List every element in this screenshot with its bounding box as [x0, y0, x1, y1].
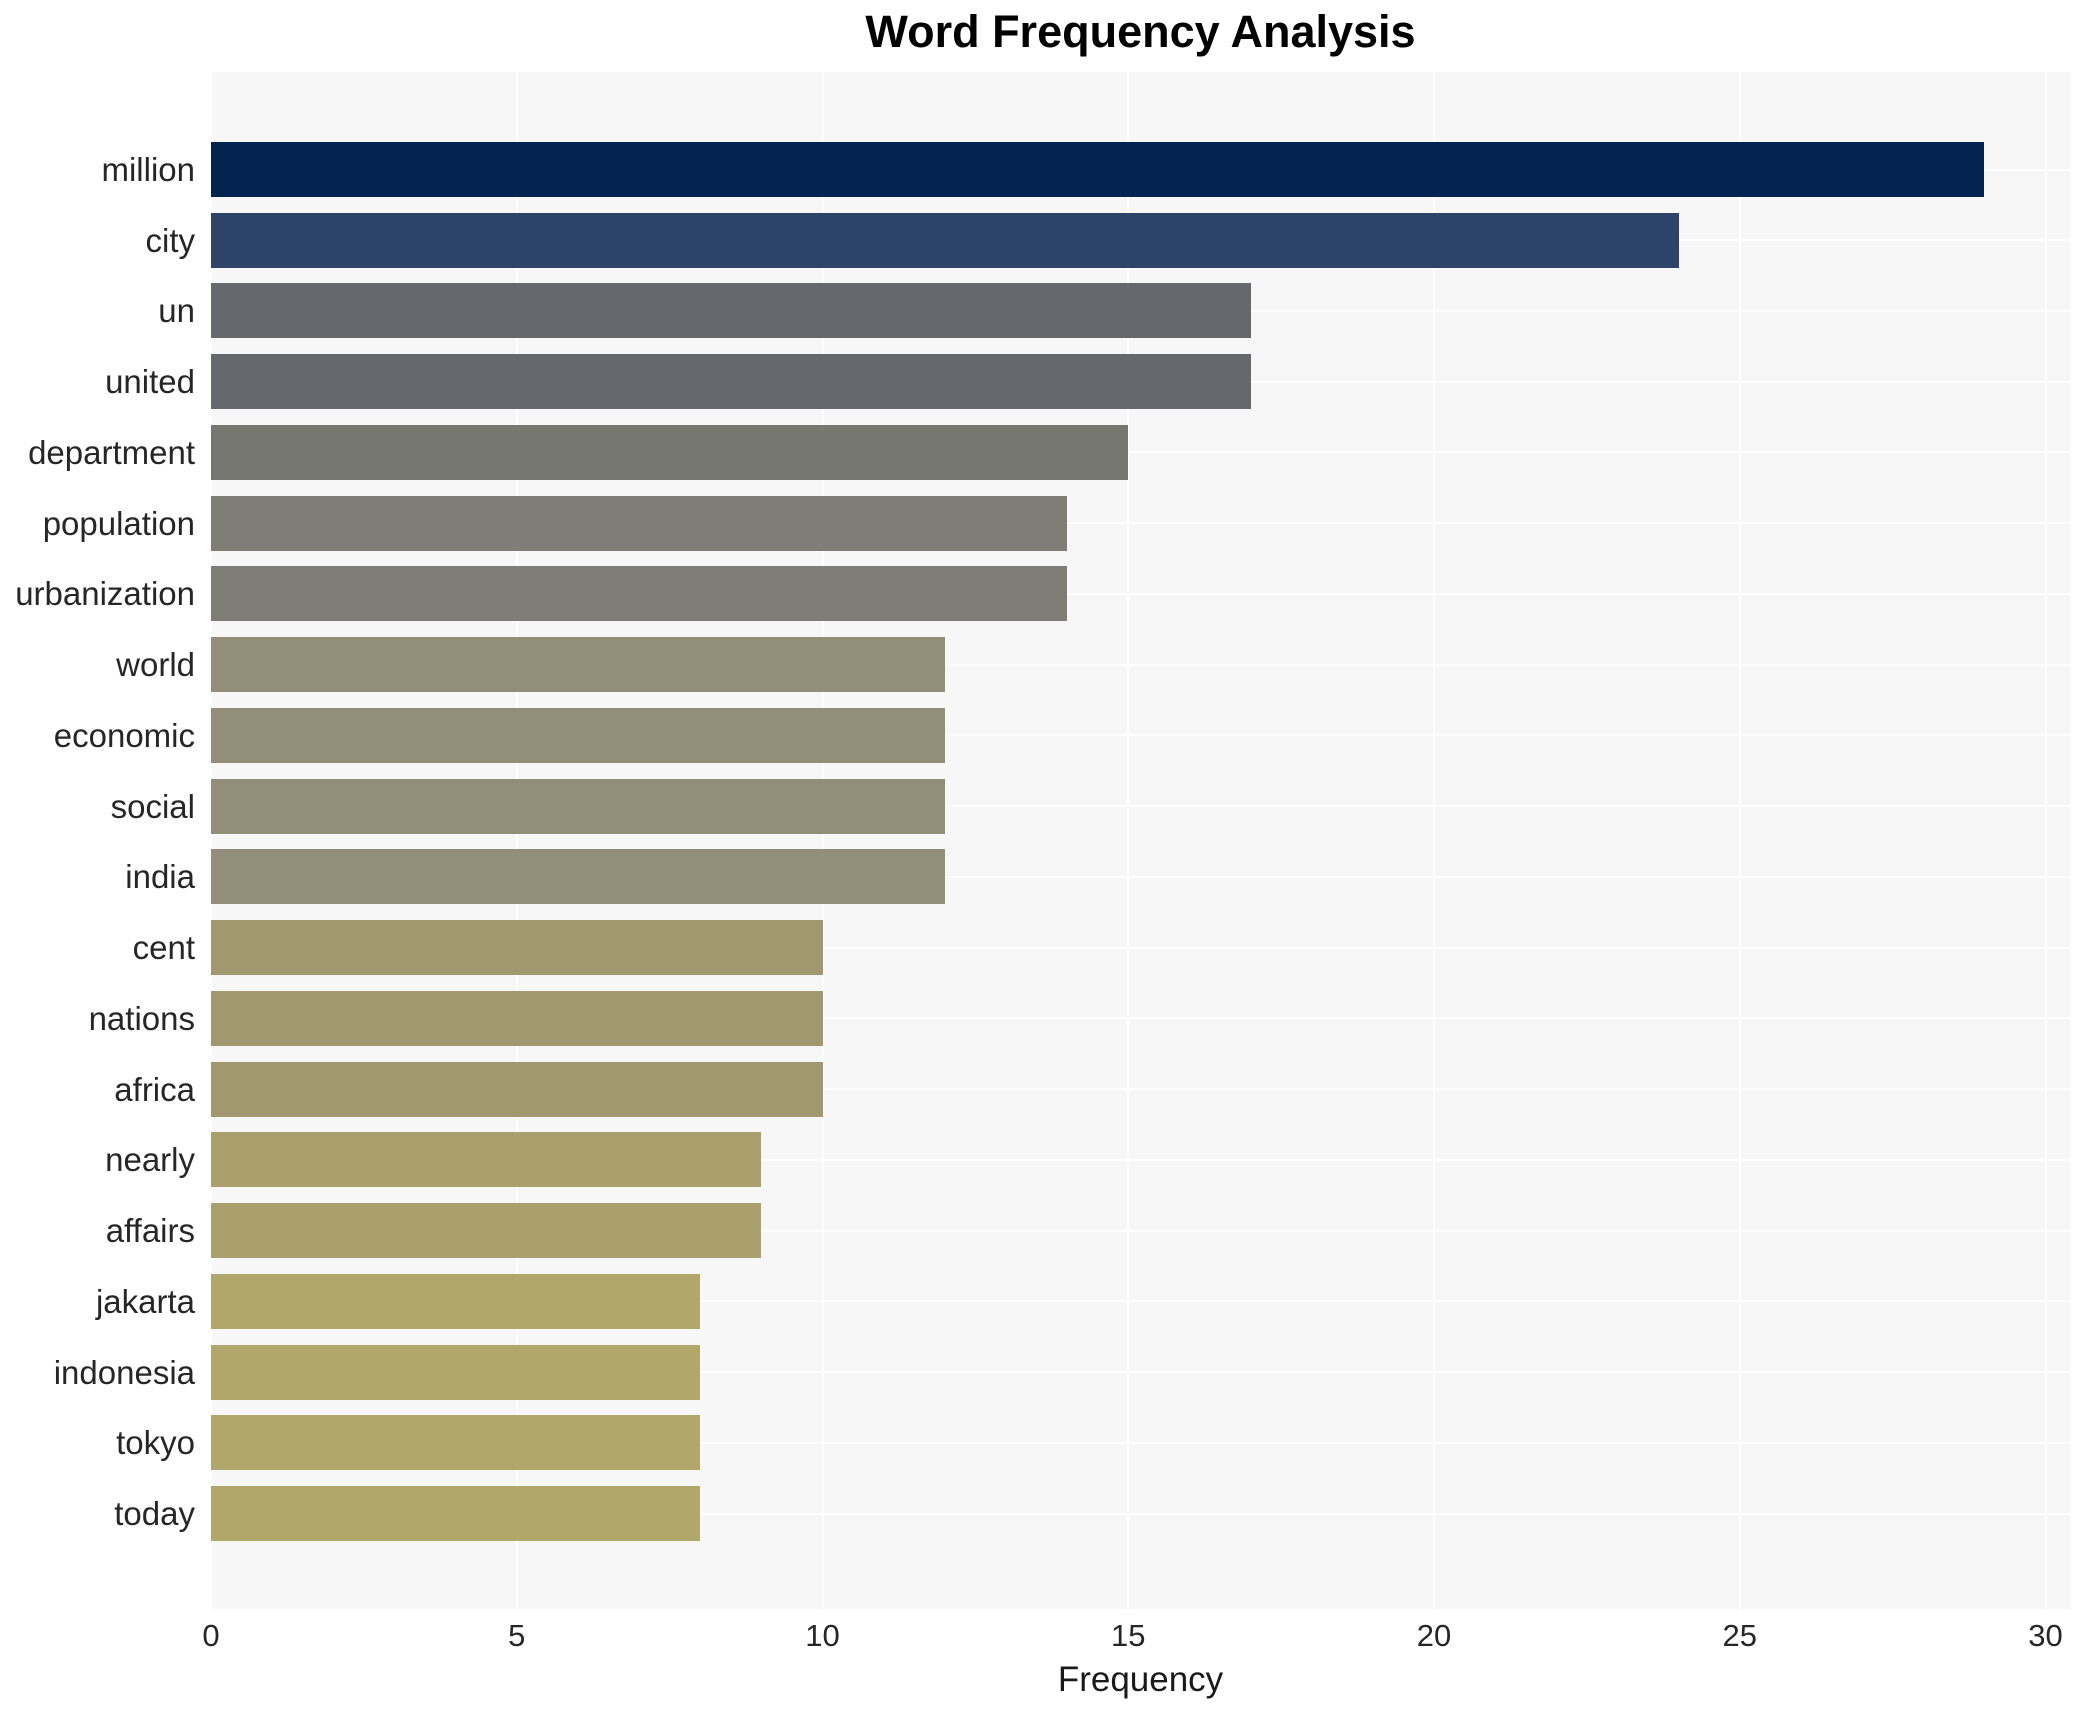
- bar-nearly: [211, 1132, 762, 1188]
- y-gridline: [211, 1512, 2070, 1515]
- x-gridline: [2044, 72, 2047, 1609]
- bar-tokyo: [211, 1415, 701, 1471]
- y-tick-label: jakarta: [95, 1282, 195, 1320]
- y-tick-label: world: [116, 646, 195, 684]
- bar-department: [211, 424, 1129, 480]
- y-tick-label: today: [114, 1495, 195, 1533]
- x-tick-label: 10: [805, 1618, 840, 1653]
- x-tick-label: 15: [1111, 1618, 1146, 1653]
- y-tick-label: economic: [53, 716, 195, 754]
- y-tick-label: indonesia: [53, 1353, 195, 1391]
- x-gridline: [1433, 72, 1436, 1609]
- y-tick-label: africa: [114, 1070, 195, 1108]
- y-tick-label: urbanization: [15, 575, 195, 613]
- x-gridline: [515, 72, 518, 1609]
- y-tick-label: million: [101, 151, 195, 188]
- y-gridline: [211, 805, 2070, 808]
- y-gridline: [211, 1088, 2070, 1091]
- y-tick-label: city: [145, 221, 196, 259]
- y-tick-label: social: [110, 787, 195, 825]
- x-tick-label: 25: [1722, 1618, 1758, 1653]
- y-tick-label: nearly: [105, 1141, 195, 1179]
- y-gridline: [211, 1300, 2070, 1303]
- y-gridline: [211, 1158, 2070, 1161]
- y-gridline: [211, 1371, 2070, 1374]
- plot-panel: [210, 72, 2070, 1609]
- y-gridline: [211, 522, 2070, 525]
- bar-affairs: [211, 1203, 762, 1259]
- y-tick-label: department: [28, 433, 195, 471]
- y-gridline: [211, 946, 2070, 949]
- bar-india: [211, 849, 945, 905]
- bar-indonesia: [211, 1344, 701, 1400]
- bar-social: [211, 778, 945, 834]
- y-gridline: [211, 1229, 2070, 1232]
- x-tick-label: 20: [1416, 1618, 1452, 1653]
- y-tick-label: tokyo: [116, 1424, 195, 1462]
- y-tick-label: un: [158, 292, 195, 330]
- y-tick-label: population: [42, 504, 195, 542]
- y-tick-label: india: [125, 858, 195, 896]
- bar-africa: [211, 1061, 823, 1117]
- x-axis-title: Frequency: [1057, 1660, 1224, 1699]
- y-gridline: [211, 592, 2070, 595]
- x-gridline: [210, 72, 212, 1609]
- y-gridline: [211, 1017, 2070, 1020]
- x-tick-label: 5: [508, 1618, 526, 1653]
- y-gridline: [211, 734, 2070, 737]
- x-gridline: [1127, 72, 1130, 1609]
- y-tick-label: affairs: [105, 1212, 195, 1250]
- x-tick-label: 30: [2028, 1618, 2063, 1653]
- bar-un: [211, 283, 1251, 339]
- bar-economic: [211, 707, 945, 763]
- y-tick-label: united: [105, 363, 195, 401]
- bar-million: [211, 142, 1985, 197]
- chart-title: Word Frequency Analysis: [865, 6, 1416, 57]
- bar-cent: [211, 920, 823, 976]
- bar-world: [211, 637, 945, 693]
- bar-urbanization: [211, 566, 1068, 622]
- y-gridline: [211, 663, 2070, 666]
- y-tick-label: cent: [132, 929, 195, 967]
- x-gridline: [1738, 72, 1741, 1609]
- bar-jakarta: [211, 1273, 701, 1329]
- x-gridline: [821, 72, 824, 1609]
- bar-united: [211, 354, 1251, 410]
- bar-city: [211, 212, 1679, 268]
- bar-today: [211, 1486, 701, 1542]
- bar-population: [211, 495, 1068, 551]
- y-gridline: [211, 875, 2070, 878]
- x-tick-label: 0: [202, 1618, 220, 1653]
- y-tick-label: nations: [88, 999, 195, 1037]
- y-gridline: [211, 451, 2070, 454]
- bar-nations: [211, 990, 823, 1046]
- y-gridline: [211, 1441, 2070, 1444]
